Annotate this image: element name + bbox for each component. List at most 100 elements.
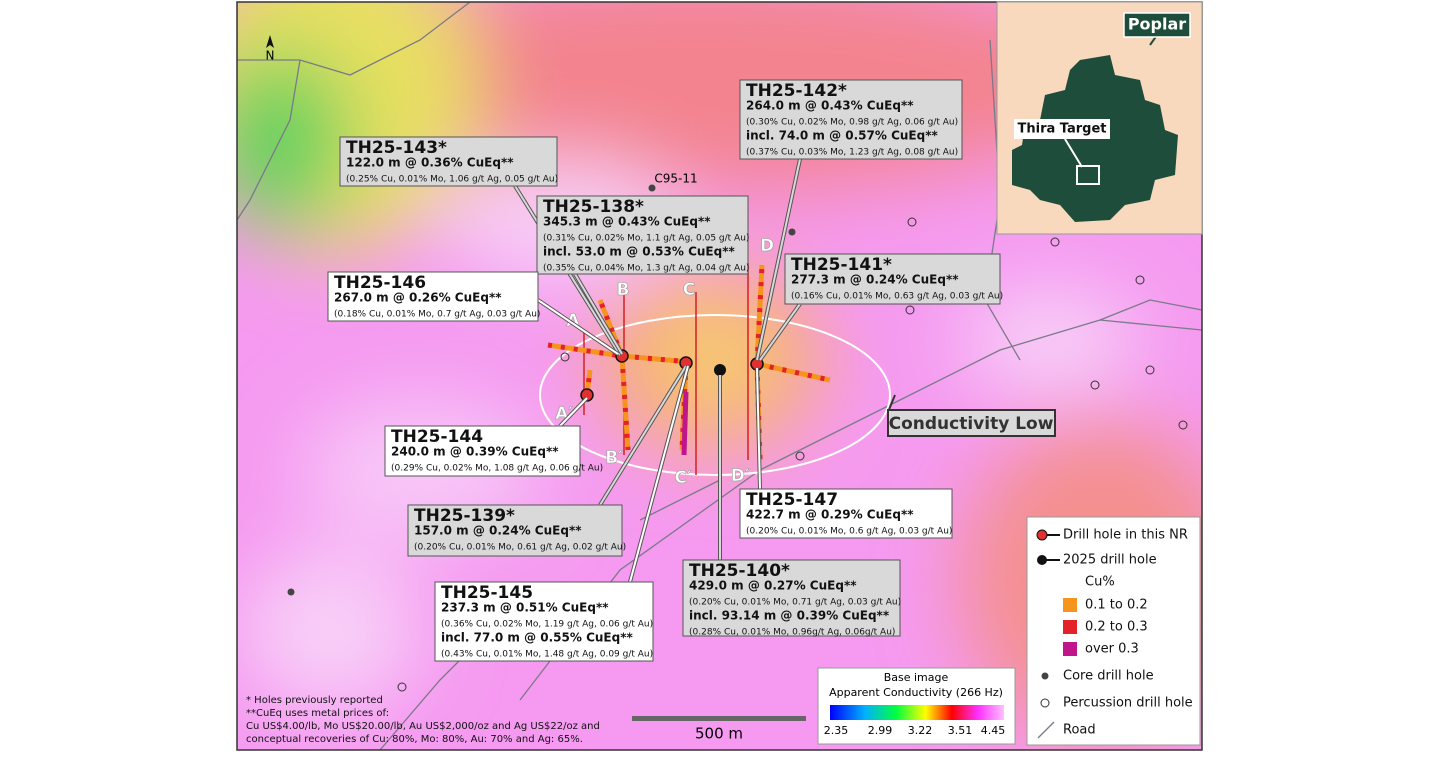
core-hole	[788, 228, 796, 236]
colorbar-tick: 2.35	[824, 724, 849, 737]
conductivity-low-outline	[539, 314, 891, 476]
percussion-hole	[907, 217, 917, 227]
legend-symbol	[1041, 672, 1049, 680]
callout-box	[434, 581, 654, 662]
colorbar-tick: 2.99	[868, 724, 893, 737]
callout-result: 122.0 m @ 0.36% CuEq**	[346, 156, 514, 170]
legend-label: Core drill hole	[1063, 669, 1154, 684]
legend-label: 2025 drill hole	[1063, 553, 1157, 568]
legend-symbol	[1040, 698, 1050, 708]
callout-box	[739, 488, 953, 539]
core-hole	[287, 588, 295, 596]
footnotes: * Holes previously reported **CuEq uses m…	[246, 695, 600, 745]
percussion-hole	[1145, 365, 1155, 375]
percussion-hole	[1135, 275, 1145, 285]
legend-label: over 0.3	[1085, 642, 1139, 657]
callout-detail: (0.20% Cu, 0.01% Mo, 0.61 g/t Ag, 0.02 g…	[414, 543, 626, 553]
colorbar-tick: 4.45	[981, 724, 1006, 737]
drill-hole-2025	[714, 364, 726, 376]
inset-region: Poplar	[1128, 15, 1186, 34]
callout-title: TH25-143*	[346, 138, 447, 158]
callout-leader	[574, 273, 623, 355]
callouts: TH25-143*122.0 m @ 0.36% CuEq** (0.25% Cu…	[327, 79, 1003, 662]
callout-detail: (0.30% Cu, 0.02% Mo, 0.98 g/t Ag, 0.06 g…	[746, 118, 958, 128]
callout-box	[339, 136, 558, 187]
north-arrow	[266, 35, 274, 48]
callout-result: 237.3 m @ 0.51% CuEq**	[441, 601, 609, 615]
callout-leader	[756, 367, 761, 490]
callout-leader	[559, 397, 588, 427]
callout-box	[739, 79, 963, 160]
callout-leader	[599, 365, 687, 506]
legend-label: Drill hole in this NR	[1063, 528, 1188, 543]
percussion-hole	[397, 682, 407, 692]
callout-detail: (0.25% Cu, 0.01% Mo, 1.06 g/t Ag, 0.05 g…	[346, 175, 558, 185]
callout-result: incl. 74.0 m @ 0.57% CuEq**	[746, 129, 938, 143]
callout-result: 429.0 m @ 0.27% CuEq**	[689, 579, 857, 593]
callout-detail: (0.43% Cu, 0.01% Mo, 1.48 g/t Ag, 0.09 g…	[441, 650, 653, 660]
footnote: Cu US$4.00/lb, Mo US$20.00/lb, Au US$2,0…	[246, 721, 600, 732]
legend-swatch	[1063, 620, 1077, 634]
inset-target: Thira Target	[1017, 122, 1106, 137]
callout-detail: (0.18% Cu, 0.01% Mo, 0.7 g/t Ag, 0.03 g/…	[334, 310, 540, 320]
callout-title: TH25-140*	[689, 561, 790, 581]
callout-title: TH25-147	[746, 490, 838, 510]
zone-label: Conductivity Low	[889, 414, 1054, 434]
callout-result: incl. 77.0 m @ 0.55% CuEq**	[441, 631, 633, 645]
section-label: D′	[731, 466, 750, 486]
callout-detail: (0.29% Cu, 0.02% Mo, 1.08 g/t Ag, 0.06 g…	[391, 464, 603, 474]
section-label: B	[617, 280, 630, 300]
callout-title: TH25-145	[441, 583, 533, 603]
callout-leader	[537, 299, 619, 355]
section-label: C′	[675, 468, 692, 488]
percussion-hole	[1090, 380, 1100, 390]
callout-result: 267.0 m @ 0.26% CuEq**	[334, 291, 502, 305]
zone-box	[887, 409, 1056, 437]
colorbar-title: Base image	[884, 671, 949, 684]
legend-label: 0.2 to 0.3	[1085, 620, 1148, 635]
percussion-hole	[905, 305, 915, 315]
legend-swatch	[1063, 642, 1077, 656]
map-frame	[236, 1, 1203, 751]
callout-title: TH25-146	[334, 273, 426, 293]
callout-result: 345.3 m @ 0.43% CuEq**	[543, 215, 711, 229]
callout-box	[536, 195, 749, 275]
colorbar-tick: 3.51	[948, 724, 973, 737]
drill-trace	[619, 355, 631, 451]
legend-symbol	[1037, 555, 1047, 565]
callout-detail: (0.36% Cu, 0.02% Mo, 1.19 g/t Ag, 0.06 g…	[441, 620, 653, 630]
callout-result: 264.0 m @ 0.43% CuEq**	[746, 99, 914, 113]
callout-detail: (0.20% Cu, 0.01% Mo, 0.6 g/t Ag, 0.03 g/…	[746, 527, 952, 537]
callout-result: 240.0 m @ 0.39% CuEq**	[391, 445, 559, 459]
percussion-hole	[1178, 420, 1188, 430]
callout-title: TH25-138*	[543, 197, 644, 217]
callout-title: TH25-139*	[414, 506, 515, 526]
hole-label: C95-11	[654, 172, 697, 186]
callout-result: incl. 93.14 m @ 0.39% CuEq**	[689, 609, 890, 623]
callout-leader	[756, 158, 801, 361]
callout-box	[682, 559, 901, 637]
callout-box	[784, 253, 1001, 305]
colorbar-tick: 3.22	[908, 724, 933, 737]
legend-label: Cu%	[1085, 575, 1115, 590]
percussion-hole	[560, 352, 570, 362]
legend-label: Road	[1063, 723, 1096, 738]
north-label: N	[266, 49, 275, 63]
footnote: conceptual recoveries of Cu: 80%, Mo: 80…	[246, 734, 583, 745]
drill-trace	[621, 353, 691, 365]
percussion-hole	[795, 451, 805, 461]
section-label: B′	[605, 448, 623, 468]
callout-result: 422.7 m @ 0.29% CuEq**	[746, 508, 914, 522]
section-label: D	[760, 236, 774, 256]
callout-detail: (0.35% Cu, 0.04% Mo, 1.3 g/t Ag, 0.04 g/…	[543, 264, 749, 274]
callout-box	[407, 504, 623, 557]
callout-detail: (0.16% Cu, 0.01% Mo, 0.63 g/t Ag, 0.03 g…	[791, 292, 1003, 302]
legend-symbol	[1036, 529, 1048, 541]
callout-result: incl. 53.0 m @ 0.53% CuEq**	[543, 245, 735, 259]
callout-detail: (0.31% Cu, 0.02% Mo, 1.1 g/t Ag, 0.05 g/…	[543, 234, 749, 244]
callout-leader	[759, 303, 801, 361]
callout-title: TH25-141*	[791, 255, 892, 275]
legend-symbol	[1037, 721, 1055, 739]
footnote: * Holes previously reported	[246, 695, 383, 706]
